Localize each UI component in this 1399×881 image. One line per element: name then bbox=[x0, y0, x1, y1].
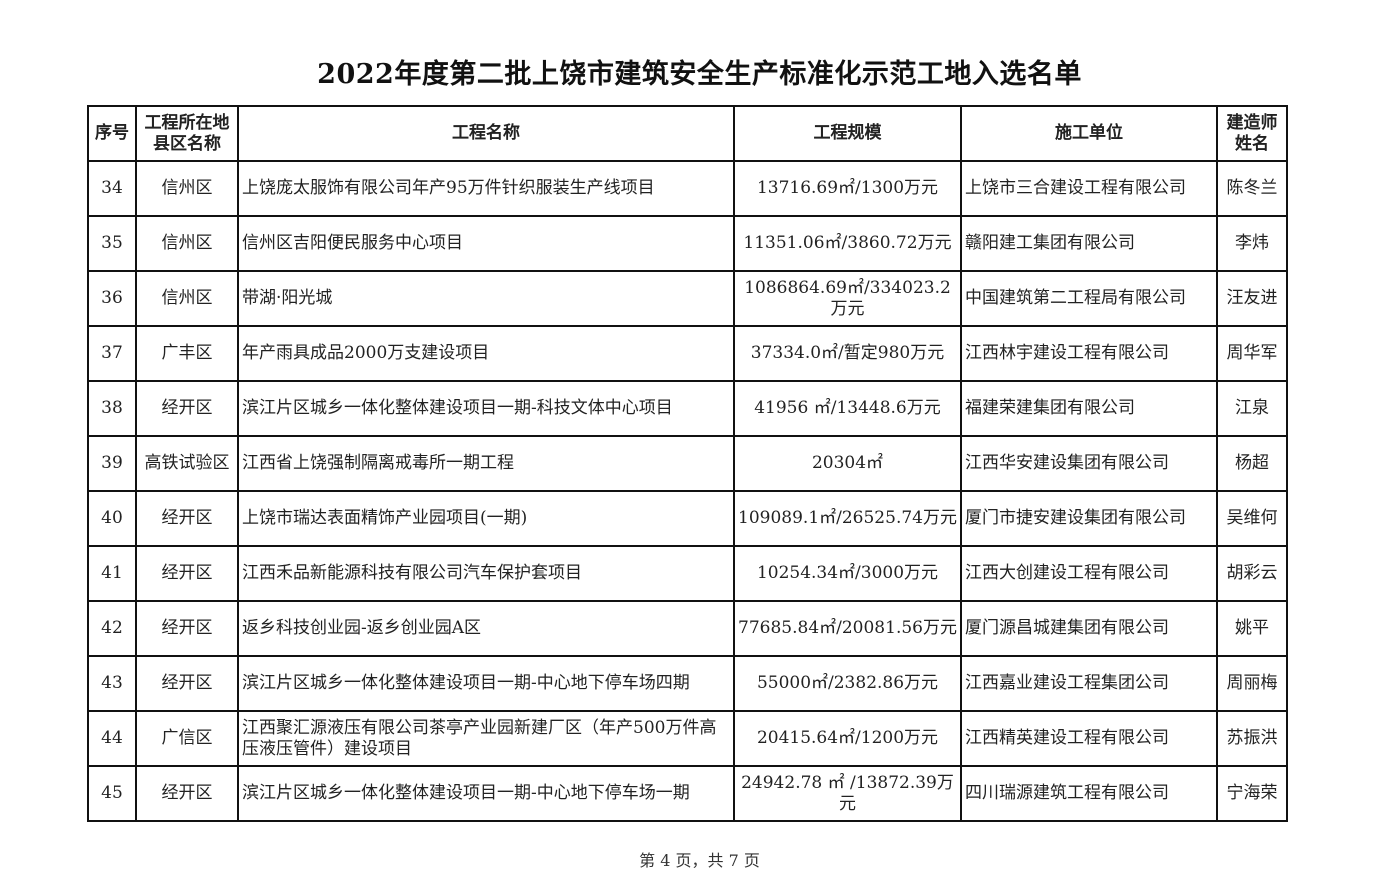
cell-company: 江西华安建设集团有限公司 bbox=[960, 435, 1218, 492]
cell-builder: 周华军 bbox=[1216, 325, 1288, 382]
cell-company: 江西林宇建设工程有限公司 bbox=[960, 325, 1218, 382]
cell-district: 经开区 bbox=[135, 765, 239, 822]
cell-company: 四川瑞源建筑工程有限公司 bbox=[960, 765, 1218, 822]
cell-company: 厦门源昌城建集团有限公司 bbox=[960, 600, 1218, 657]
table-row: 42 经开区 返乡科技创业园-返乡创业园A区 77685.84㎡/20081.56万元… bbox=[87, 600, 1288, 657]
cell-scale: 1086864.69㎡/334023.2万元 bbox=[733, 270, 962, 327]
cell-project: 江西聚汇源液压有限公司茶亭产业园新建厂区（年产500万件高压液压管件）建设项目 bbox=[237, 710, 735, 767]
table-row: 35 信州区 信州区吉阳便民服务中心项目 11351.06㎡/3860.72万元 赣阳建… bbox=[87, 215, 1288, 272]
cell-district: 经开区 bbox=[135, 655, 239, 712]
cell-company: 江西嘉业建设工程集团公司 bbox=[960, 655, 1218, 712]
cell-district: 经开区 bbox=[135, 380, 239, 437]
cell-company: 赣阳建工集团有限公司 bbox=[960, 215, 1218, 272]
cell-scale: 13716.69㎡/1300万元 bbox=[733, 160, 962, 217]
cell-scale: 10254.34㎡/3000万元 bbox=[733, 545, 962, 602]
table-row: 34 信州区 上饶庞太服饰有限公司年产95万件针织服装生产线项目 13716.69㎡/… bbox=[87, 160, 1288, 217]
cell-project: 上饶庞太服饰有限公司年产95万件针织服装生产线项目 bbox=[237, 160, 735, 217]
cell-project: 滨江片区城乡一体化整体建设项目一期-中心地下停车场一期 bbox=[237, 765, 735, 822]
table-row: 36 信州区 带湖·阳光城 1086864.69㎡/334023.2万元 中国建筑第二工… bbox=[87, 270, 1288, 327]
cell-district: 信州区 bbox=[135, 160, 239, 217]
page-footer: 第 4 页，共 7 页 bbox=[639, 851, 760, 870]
cell-builder: 吴维何 bbox=[1216, 490, 1288, 547]
cell-project: 带湖·阳光城 bbox=[237, 270, 735, 327]
cell-company: 中国建筑第二工程局有限公司 bbox=[960, 270, 1218, 327]
cell-project: 江西禾品新能源科技有限公司汽车保护套项目 bbox=[237, 545, 735, 602]
cell-project: 江西省上饶强制隔离戒毒所一期工程 bbox=[237, 435, 735, 492]
cell-project: 信州区吉阳便民服务中心项目 bbox=[237, 215, 735, 272]
cell-district: 经开区 bbox=[135, 545, 239, 602]
selection-table: 序号 工程所在地县区名称 工程名称 工程规模 施工单位 建造师姓名 34 信州区上… bbox=[87, 105, 1288, 822]
cell-scale: 20304㎡ bbox=[733, 435, 962, 492]
table-row: 45 经开区 滨江片区城乡一体化整体建设项目一期-中心地下停车场一期 24942.78… bbox=[87, 765, 1288, 822]
cell-district: 经开区 bbox=[135, 490, 239, 547]
cell-scale: 37334.0㎡/暂定980万元 bbox=[733, 325, 962, 382]
cell-no: 37 bbox=[87, 325, 137, 382]
cell-district: 高铁试验区 bbox=[135, 435, 239, 492]
cell-project: 上饶市瑞达表面精饰产业园项目(一期) bbox=[237, 490, 735, 547]
cell-no: 38 bbox=[87, 380, 137, 437]
cell-builder: 胡彩云 bbox=[1216, 545, 1288, 602]
cell-district: 广丰区 bbox=[135, 325, 239, 382]
cell-project: 滨江片区城乡一体化整体建设项目一期-科技文体中心项目 bbox=[237, 380, 735, 437]
cell-scale: 24942.78 ㎡ /13872.39万元 bbox=[733, 765, 962, 822]
cell-scale: 77685.84㎡/20081.56万元 bbox=[733, 600, 962, 657]
cell-builder: 姚平 bbox=[1216, 600, 1288, 657]
cell-builder: 周丽梅 bbox=[1216, 655, 1288, 712]
cell-no: 36 bbox=[87, 270, 137, 327]
table-header-row: 序号 工程所在地县区名称 工程名称 工程规模 施工单位 建造师姓名 bbox=[87, 105, 1288, 162]
cell-builder: 苏振洪 bbox=[1216, 710, 1288, 767]
cell-no: 39 bbox=[87, 435, 137, 492]
cell-district: 信州区 bbox=[135, 270, 239, 327]
cell-scale: 41956 ㎡/13448.6万元 bbox=[733, 380, 962, 437]
cell-no: 40 bbox=[87, 490, 137, 547]
cell-no: 35 bbox=[87, 215, 137, 272]
header-company: 施工单位 bbox=[960, 105, 1218, 162]
cell-scale: 55000㎡/2382.86万元 bbox=[733, 655, 962, 712]
table-row: 44 广信区 江西聚汇源液压有限公司茶亭产业园新建厂区（年产500万件高压液压管件）… bbox=[87, 710, 1288, 767]
cell-no: 41 bbox=[87, 545, 137, 602]
header-district: 工程所在地县区名称 bbox=[135, 105, 239, 162]
header-no: 序号 bbox=[87, 105, 137, 162]
cell-project: 年产雨具成品2000万支建设项目 bbox=[237, 325, 735, 382]
table-body: 34 信州区 上饶庞太服饰有限公司年产95万件针织服装生产线项目 13716.69㎡/… bbox=[87, 160, 1288, 822]
cell-builder: 江泉 bbox=[1216, 380, 1288, 437]
header-builder: 建造师姓名 bbox=[1216, 105, 1288, 162]
cell-company: 上饶市三合建设工程有限公司 bbox=[960, 160, 1218, 217]
table-row: 37 广丰区 年产雨具成品2000万支建设项目 37334.0㎡/暂定980万元 江西林… bbox=[87, 325, 1288, 382]
table-row: 38 经开区 滨江片区城乡一体化整体建设项目一期-科技文体中心项目 41956 ㎡/1… bbox=[87, 380, 1288, 437]
cell-no: 34 bbox=[87, 160, 137, 217]
header-project: 工程名称 bbox=[237, 105, 735, 162]
cell-builder: 李炜 bbox=[1216, 215, 1288, 272]
cell-district: 经开区 bbox=[135, 600, 239, 657]
cell-project: 滨江片区城乡一体化整体建设项目一期-中心地下停车场四期 bbox=[237, 655, 735, 712]
cell-company: 江西大创建设工程有限公司 bbox=[960, 545, 1218, 602]
cell-no: 42 bbox=[87, 600, 137, 657]
table-row: 40 经开区 上饶市瑞达表面精饰产业园项目(一期) 109089.1㎡/26525.7… bbox=[87, 490, 1288, 547]
cell-company: 福建荣建集团有限公司 bbox=[960, 380, 1218, 437]
table-row: 41 经开区 江西禾品新能源科技有限公司汽车保护套项目 10254.34㎡/3000万… bbox=[87, 545, 1288, 602]
table-row: 39 高铁试验区 江西省上饶强制隔离戒毒所一期工程 20304㎡ 江西华安建设集团有限公… bbox=[87, 435, 1288, 492]
cell-district: 信州区 bbox=[135, 215, 239, 272]
cell-builder: 陈冬兰 bbox=[1216, 160, 1288, 217]
cell-builder: 杨超 bbox=[1216, 435, 1288, 492]
cell-scale: 20415.64㎡/1200万元 bbox=[733, 710, 962, 767]
cell-no: 45 bbox=[87, 765, 137, 822]
table-row: 43 经开区 滨江片区城乡一体化整体建设项目一期-中心地下停车场四期 55000㎡/2… bbox=[87, 655, 1288, 712]
cell-company: 江西精英建设工程有限公司 bbox=[960, 710, 1218, 767]
cell-builder: 宁海荣 bbox=[1216, 765, 1288, 822]
cell-builder: 汪友进 bbox=[1216, 270, 1288, 327]
cell-company: 厦门市捷安建设集团有限公司 bbox=[960, 490, 1218, 547]
cell-no: 43 bbox=[87, 655, 137, 712]
document-title: 2022年度第二批上饶市建筑安全生产标准化示范工地入选名单 bbox=[317, 59, 1082, 90]
cell-district: 广信区 bbox=[135, 710, 239, 767]
cell-project: 返乡科技创业园-返乡创业园A区 bbox=[237, 600, 735, 657]
cell-no: 44 bbox=[87, 710, 137, 767]
cell-scale: 109089.1㎡/26525.74万元 bbox=[733, 490, 962, 547]
cell-scale: 11351.06㎡/3860.72万元 bbox=[733, 215, 962, 272]
header-scale: 工程规模 bbox=[733, 105, 962, 162]
